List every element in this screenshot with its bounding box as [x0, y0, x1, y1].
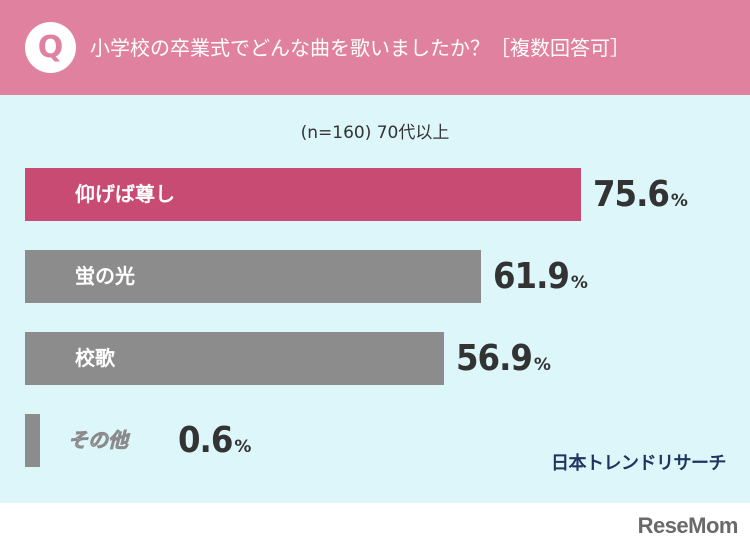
bar-value-1: 61.9% — [493, 250, 588, 303]
bar-value-unit: % — [670, 191, 688, 211]
bar-1 — [25, 250, 481, 303]
bar-value-unit: % — [533, 355, 551, 375]
bar-value-number: 61.9 — [493, 256, 570, 297]
bar-value-unit: % — [570, 273, 588, 293]
bar-label-0: 仰げば尊し — [75, 182, 175, 206]
bar-value-unit: % — [234, 437, 252, 457]
question-badge: Q — [25, 22, 76, 73]
bar-2 — [25, 332, 444, 385]
bar-3 — [25, 414, 40, 467]
bar-value-3: 0.6% — [178, 414, 251, 467]
question-text: 小学校の卒業式でどんな曲を歌いましたか？［複数回答可］ — [90, 36, 630, 60]
bar-value-2: 56.9% — [456, 332, 551, 385]
bar-value-number: 75.6 — [593, 174, 670, 215]
question-badge-letter: Q — [37, 30, 64, 65]
bar-value-0: 75.6% — [593, 168, 688, 221]
bar-label-2: 校歌 — [75, 346, 115, 370]
bar-0 — [25, 168, 581, 221]
footer: ReseMom — [0, 503, 750, 545]
bar-value-number: 0.6 — [178, 420, 233, 461]
question-header: Q 小学校の卒業式でどんな曲を歌いましたか？［複数回答可］ — [0, 0, 750, 95]
bar-label-3: その他 — [68, 428, 129, 453]
brand-logo: 日本トレンドリサーチ — [551, 453, 727, 474]
resemom-logo: ReseMom — [637, 513, 739, 538]
chart-subtitle: (n=160) 70代以上 — [300, 123, 450, 143]
bar-label-1: 蛍の光 — [75, 264, 135, 288]
bar-value-number: 56.9 — [456, 338, 533, 379]
